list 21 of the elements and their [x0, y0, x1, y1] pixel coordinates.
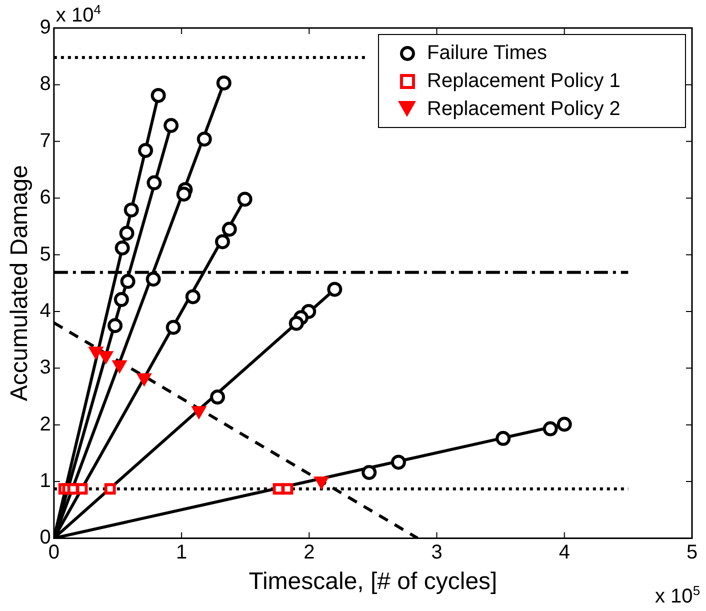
legend-label: Failure Times: [427, 42, 548, 64]
legend-label: Replacement Policy 2: [427, 98, 620, 120]
x-tick-label: 5: [686, 542, 698, 564]
y-tick-label: 8: [40, 73, 51, 96]
y-tick-label: 4: [40, 300, 51, 322]
y-tick-label: 5: [40, 243, 51, 266]
x-axis-title: Timescale, [# of cycles]: [248, 568, 498, 596]
y-tick-label: 7: [40, 130, 51, 152]
y-tick-label: 9: [40, 16, 51, 39]
text: x 10$^{4}$: [56, 2, 101, 28]
x-tick-label: 4: [558, 542, 570, 564]
x-tick-label: 3: [431, 542, 442, 564]
x-tick-label: 2: [304, 542, 315, 564]
x-tick-label: 1: [176, 542, 188, 564]
text: x 10$^{5}$: [655, 583, 700, 609]
y-tick-label: 3: [40, 356, 51, 379]
y-axis-title: Accumulated Damage: [6, 165, 34, 402]
y-tick-label: 1: [40, 470, 51, 492]
legend-label: Replacement Policy 1: [427, 70, 620, 92]
y-tick-label: 2: [40, 413, 51, 436]
y-tick-label: 6: [40, 186, 51, 209]
